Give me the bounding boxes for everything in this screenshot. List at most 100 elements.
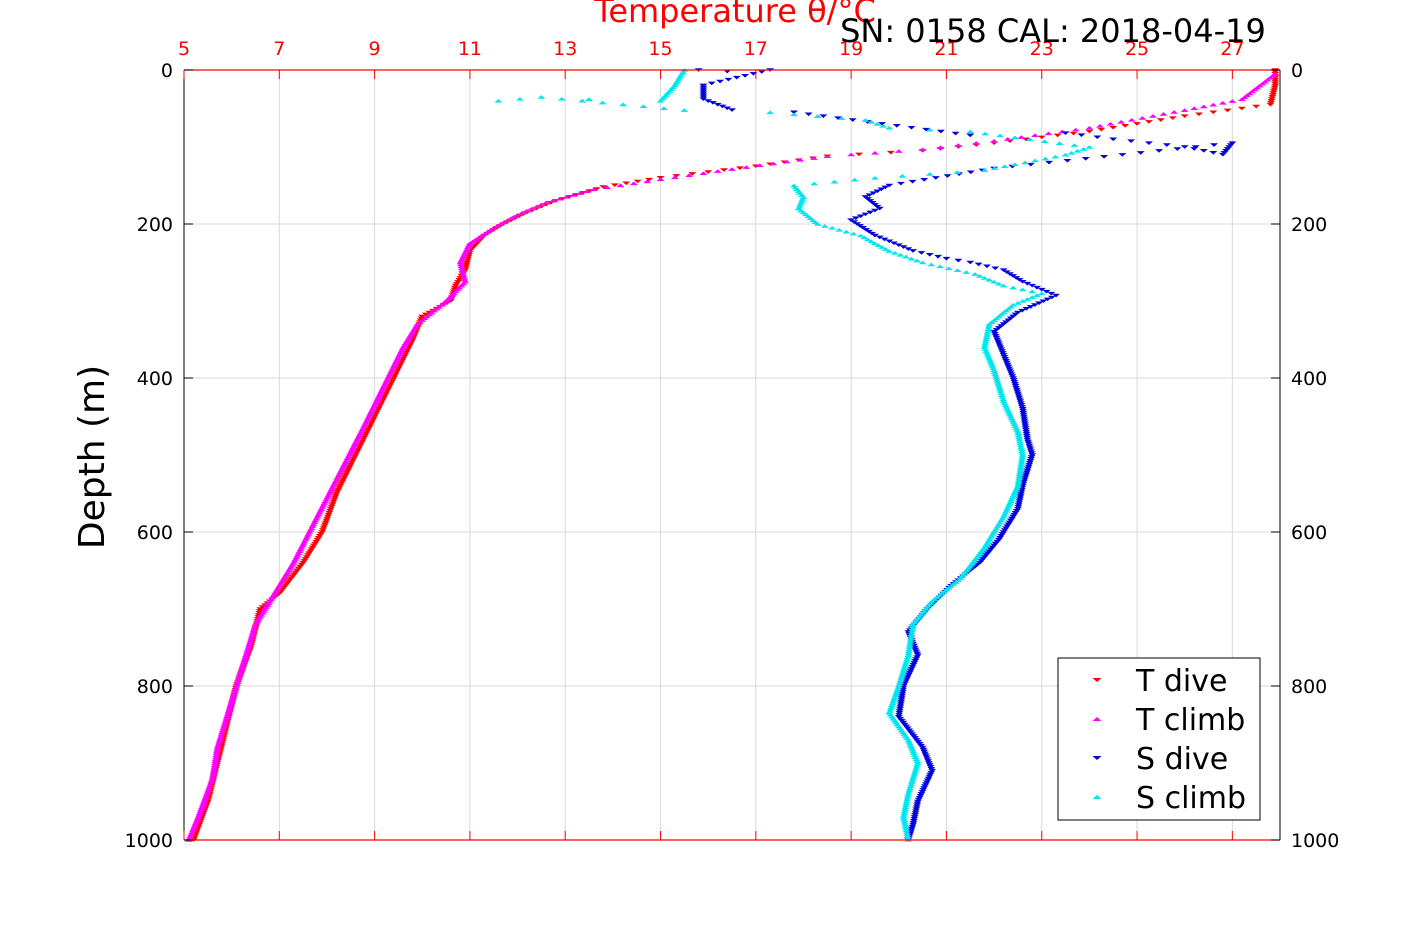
data-point [1016, 401, 1025, 405]
data-point [904, 674, 913, 679]
data-point [990, 370, 999, 375]
data-point [247, 636, 256, 640]
data-point [894, 715, 903, 719]
data-point [1012, 487, 1021, 492]
data-point [1009, 274, 1018, 278]
data-point [513, 212, 522, 217]
data-point [1052, 293, 1061, 298]
y-tick-label-left: 400 [137, 368, 173, 390]
data-point [1025, 137, 1034, 142]
data-point [716, 79, 725, 84]
data-point [908, 179, 917, 184]
legend-label: S dive [1136, 742, 1228, 777]
legend: T dive T climb S dive S climb [1057, 657, 1261, 821]
data-point [464, 243, 473, 247]
data-point [902, 828, 911, 833]
data-point [925, 172, 934, 176]
data-point [954, 258, 963, 263]
data-point [1022, 472, 1031, 477]
data-point [995, 343, 1004, 348]
data-point [867, 120, 876, 124]
data-point [1271, 79, 1280, 84]
data-point [187, 830, 196, 835]
data-point [218, 730, 227, 734]
data-point [910, 817, 919, 821]
data-point [362, 418, 371, 423]
data-point [1223, 108, 1232, 113]
data-point [209, 770, 218, 775]
data-point [890, 241, 899, 246]
data-point [238, 663, 247, 667]
data-point [901, 661, 910, 665]
data-point [1022, 432, 1031, 436]
data-point [982, 337, 991, 342]
y-tick-label-left: 1000 [125, 830, 173, 852]
data-point [231, 686, 240, 690]
data-point [1006, 370, 1015, 375]
data-point [494, 99, 503, 103]
data-point [293, 568, 302, 573]
data-point [723, 106, 732, 111]
data-point [1019, 410, 1028, 415]
data-point [1012, 387, 1021, 392]
data-point [1028, 295, 1037, 299]
data-point [1000, 401, 1009, 405]
data-point [1016, 441, 1025, 446]
data-point [1155, 149, 1164, 153]
data-point [474, 235, 483, 240]
data-point [997, 324, 1006, 328]
data-point [890, 695, 899, 700]
data-point [835, 227, 844, 232]
data-point [311, 541, 320, 546]
data-point [1026, 162, 1035, 167]
data-point [898, 691, 907, 696]
data-point [1010, 512, 1019, 517]
data-point [335, 472, 344, 477]
data-point [994, 339, 1003, 344]
data-point [905, 643, 914, 648]
data-point [985, 322, 994, 326]
legend-label: T dive [1135, 664, 1227, 699]
data-point [1044, 131, 1053, 136]
data-point [992, 335, 1001, 340]
data-point [1008, 418, 1017, 423]
data-point [880, 237, 889, 242]
data-point [354, 435, 363, 440]
data-point [1269, 89, 1278, 93]
data-point [919, 788, 928, 792]
data-point [218, 728, 227, 733]
data-point [190, 824, 199, 829]
data-point [239, 661, 248, 665]
data-point [896, 181, 905, 186]
data-point [903, 797, 912, 802]
data-point [982, 349, 991, 353]
data-point [348, 447, 357, 452]
x-tick-label: 23 [1030, 38, 1054, 60]
data-point [870, 202, 879, 207]
data-point [1015, 476, 1024, 480]
data-point [1268, 95, 1277, 99]
data-point [856, 224, 865, 228]
data-point [284, 580, 293, 584]
data-point [913, 258, 922, 263]
data-point [913, 803, 922, 808]
data-point [990, 166, 999, 170]
data-point [896, 703, 905, 708]
data-point [990, 543, 999, 548]
data-point [981, 347, 990, 351]
data-point [337, 482, 346, 486]
data-point [1006, 316, 1015, 321]
data-point [912, 807, 921, 811]
data-point [234, 676, 243, 681]
data-point [1190, 106, 1199, 111]
data-point [1018, 408, 1027, 413]
data-point [919, 747, 928, 752]
data-point [213, 747, 222, 752]
data-point [356, 432, 365, 436]
data-point [861, 212, 870, 217]
data-point [755, 163, 764, 168]
data-point [464, 245, 473, 249]
y-tick-label-left: 0 [161, 60, 173, 82]
data-point [879, 124, 888, 128]
data-point [903, 655, 912, 659]
